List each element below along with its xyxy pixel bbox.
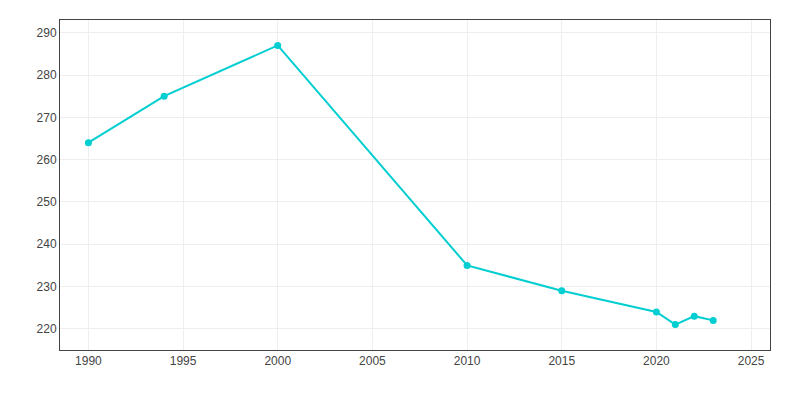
svg-text:280: 280	[37, 68, 57, 82]
svg-text:2005: 2005	[359, 354, 386, 368]
svg-text:230: 230	[37, 280, 57, 294]
svg-text:270: 270	[37, 111, 57, 125]
svg-text:2025: 2025	[738, 354, 765, 368]
svg-text:2010: 2010	[454, 354, 481, 368]
svg-text:2020: 2020	[643, 354, 670, 368]
svg-text:1995: 1995	[170, 354, 197, 368]
svg-text:250: 250	[37, 195, 57, 209]
svg-text:220: 220	[37, 322, 57, 336]
svg-text:1990: 1990	[75, 354, 102, 368]
svg-text:2000: 2000	[264, 354, 291, 368]
svg-text:260: 260	[37, 153, 57, 167]
svg-text:240: 240	[37, 237, 57, 251]
svg-text:290: 290	[37, 26, 57, 40]
svg-text:2015: 2015	[548, 354, 575, 368]
